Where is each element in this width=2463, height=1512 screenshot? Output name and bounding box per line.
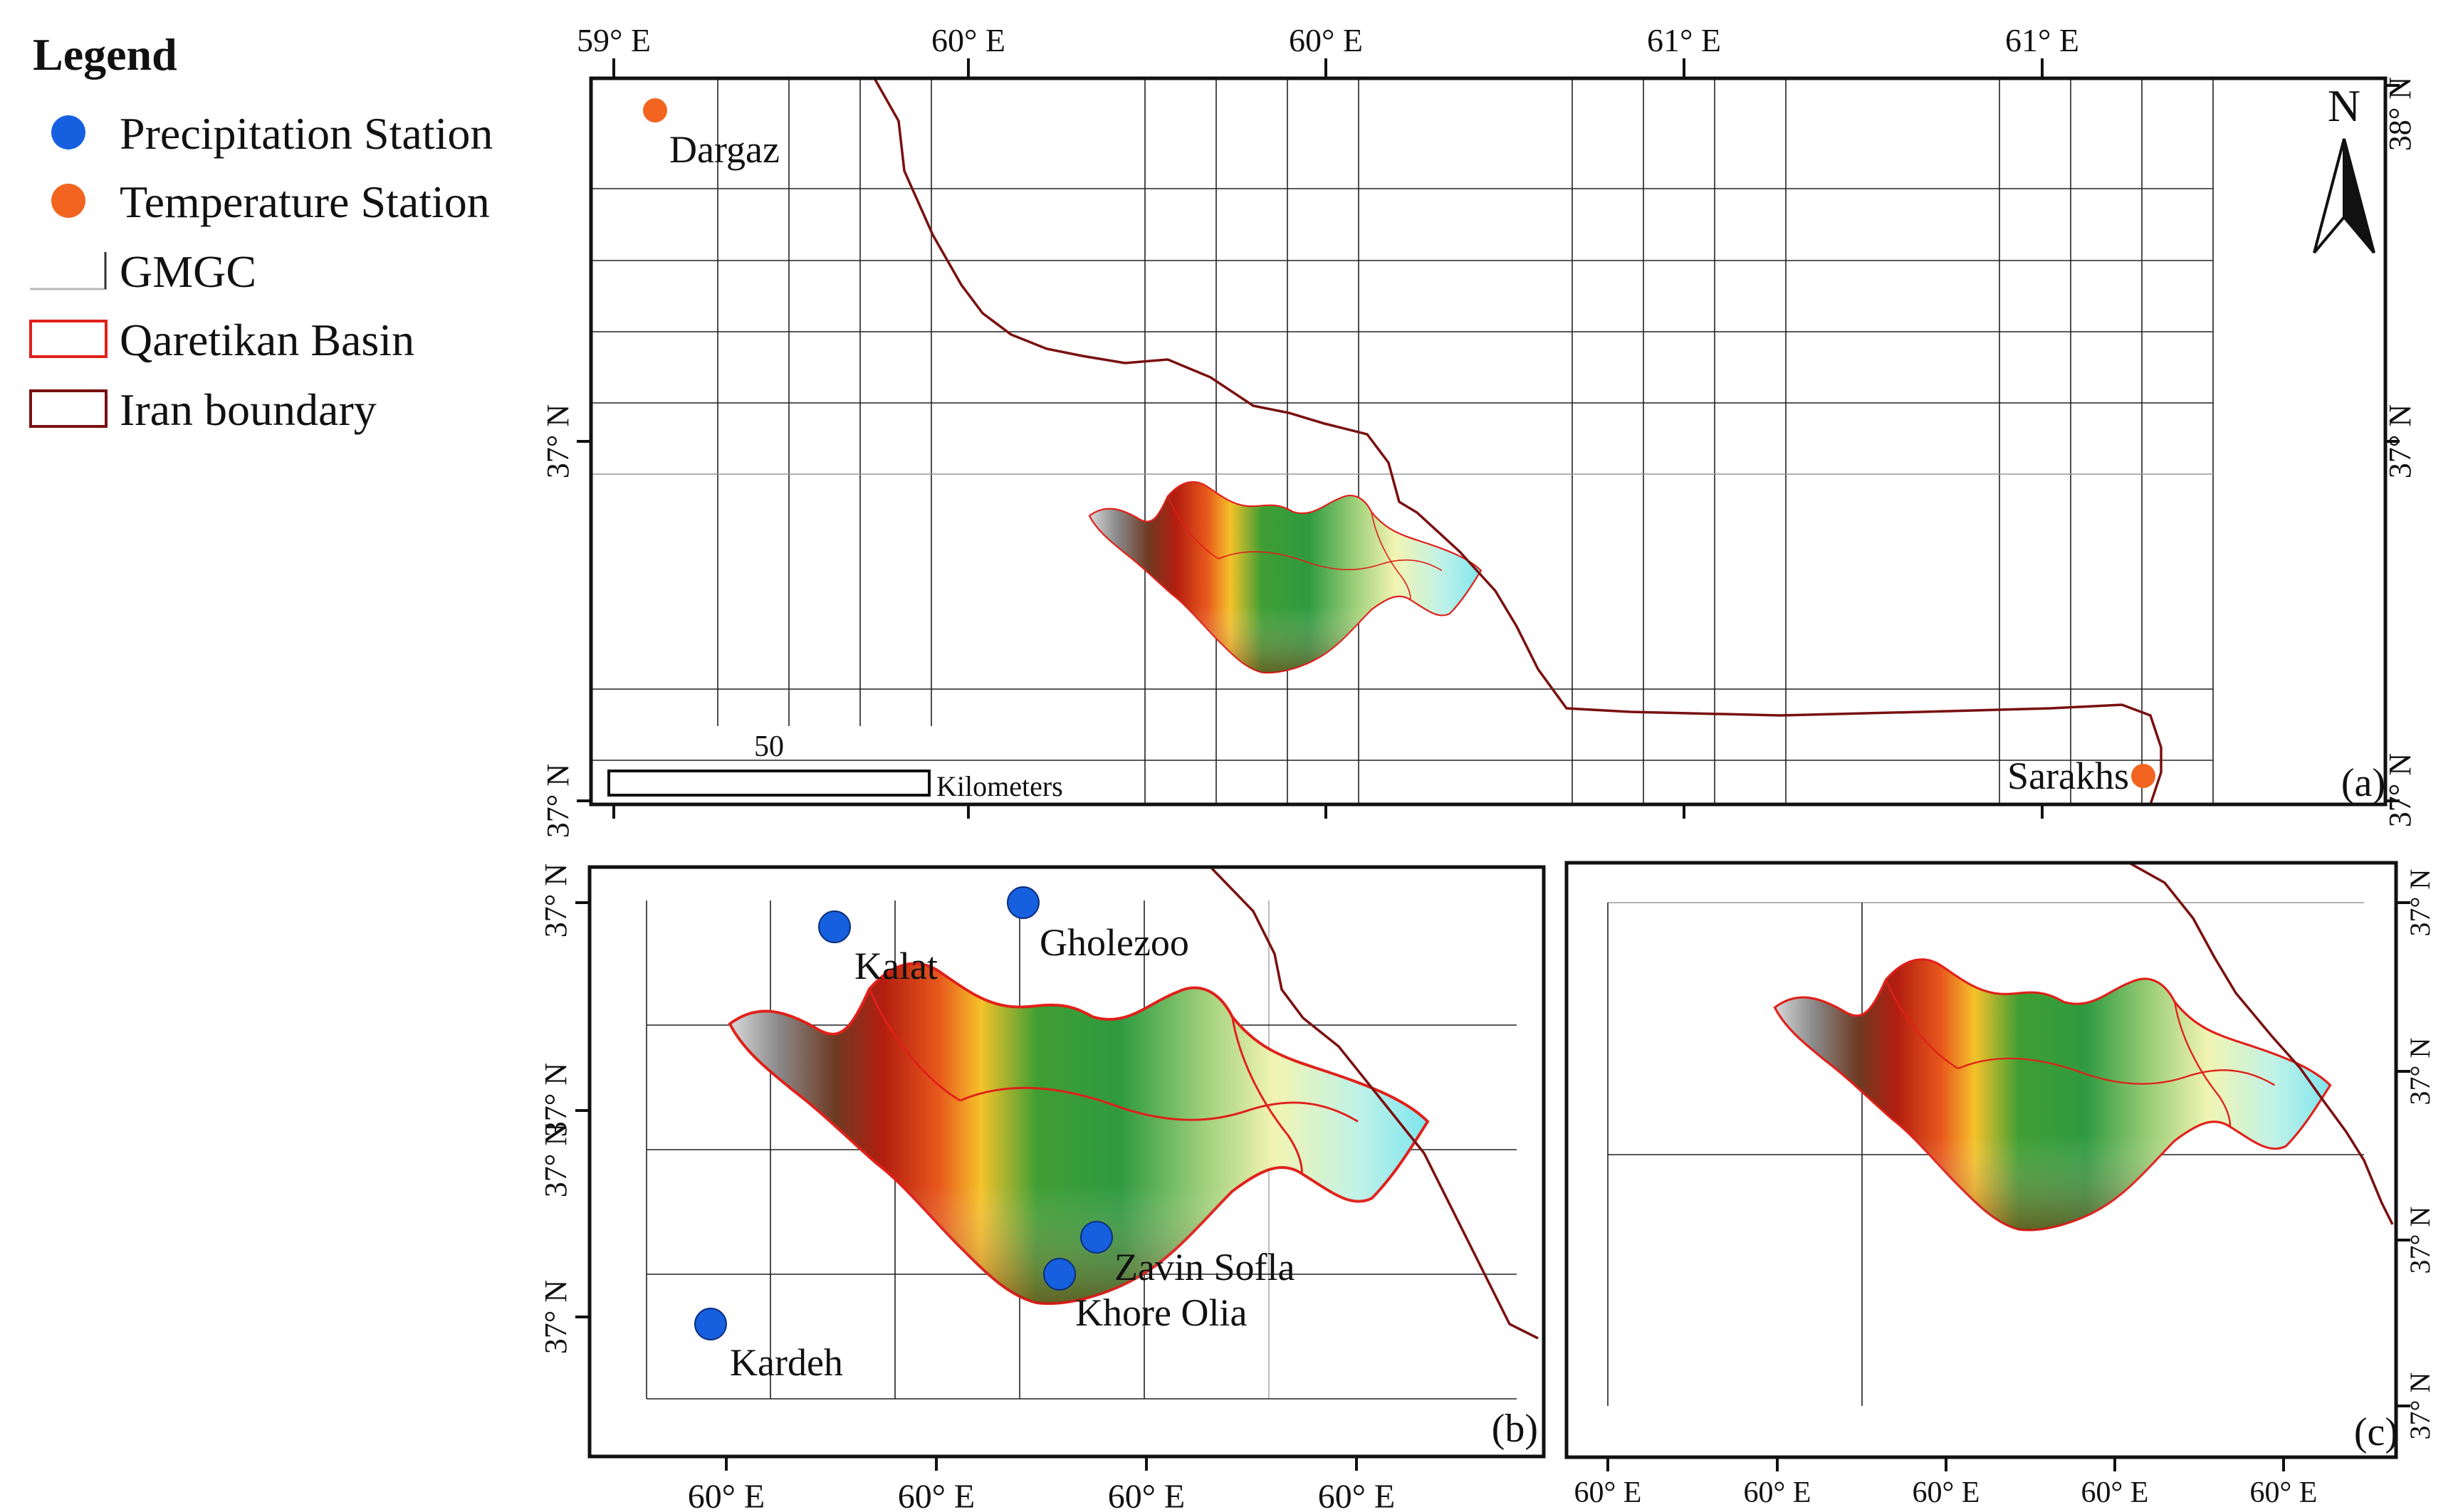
orange-dot-icon bbox=[51, 184, 85, 218]
right-tick: 37° N bbox=[2383, 753, 2417, 827]
panel-a-iran-boundary bbox=[873, 78, 2163, 805]
panel-b-iran-boundary bbox=[1209, 866, 1539, 1340]
station-gholezoo-label: Gholezoo bbox=[1040, 921, 1189, 964]
left-tick: 37° N bbox=[538, 1123, 573, 1197]
panel-a-left-ticks: 37° N 37° N bbox=[540, 404, 575, 838]
legend-item-temperature-station: Temperature Station bbox=[28, 174, 541, 231]
panel-c-frame bbox=[1564, 861, 2398, 1459]
panel-a-basin bbox=[1088, 481, 1482, 674]
panel-a: 59° E 60° E 60° E 61° E 61° E 37° N 37° … bbox=[540, 22, 2417, 838]
north-arrow-icon bbox=[2313, 138, 2346, 254]
left-tick: 37° N bbox=[538, 1063, 573, 1137]
map-legend: Legend Precipitation Station Temperature… bbox=[28, 21, 541, 448]
bottom-tick: 60° E bbox=[1744, 1476, 1811, 1509]
bottom-tick: 60° E bbox=[2250, 1476, 2318, 1509]
station-kardeh-marker bbox=[694, 1308, 727, 1340]
left-tick: 37° N bbox=[538, 863, 573, 938]
station-dargaz-marker bbox=[643, 98, 667, 122]
legend-item-precipitation-station: Precipitation Station bbox=[28, 105, 541, 162]
right-tick: 38° N bbox=[2383, 77, 2417, 151]
station-kalat-label: Kalat bbox=[854, 945, 938, 987]
right-tick: 37° N bbox=[2404, 869, 2436, 937]
north-arrow: N bbox=[2313, 80, 2375, 254]
legend-label: GMGC bbox=[120, 246, 257, 297]
panel-a-grid bbox=[591, 78, 2214, 804]
right-tick: 37° N bbox=[2404, 1207, 2436, 1274]
panel-c-right-ticks: 37° N 37° N 37° N 37° N bbox=[2404, 869, 2436, 1440]
panel-a-right-ticks: 38° N 37° N 37° N bbox=[2383, 77, 2417, 827]
panel-c-label: (c) bbox=[2354, 1410, 2398, 1454]
legend-label: Temperature Station bbox=[120, 177, 490, 227]
bottom-tick: 60° E bbox=[1574, 1476, 1642, 1509]
left-tick: 37° N bbox=[538, 1280, 573, 1354]
north-label: N bbox=[2328, 80, 2360, 131]
legend-label: Qaretikan Basin bbox=[120, 315, 415, 365]
legend-label: Iran boundary bbox=[120, 384, 377, 435]
right-tick: 37° N bbox=[2404, 1038, 2436, 1106]
bottom-tick: 60° E bbox=[2081, 1476, 2149, 1509]
panel-b: 37° N 37° N 37° N 37° N 60° E 60° E 60° … bbox=[538, 863, 1546, 1512]
legend-item-iran-boundary: Iran boundary bbox=[28, 382, 541, 439]
station-khore-olia-label: Khore Olia bbox=[1075, 1291, 1247, 1334]
station-khore-olia-marker bbox=[1043, 1258, 1076, 1291]
station-sarakhs-marker bbox=[2131, 764, 2155, 788]
top-tick: 59° E bbox=[577, 22, 651, 58]
bottom-tick: 60° E bbox=[688, 1478, 765, 1512]
station-sarakhs-label: Sarakhs bbox=[2007, 755, 2129, 797]
station-kalat-marker bbox=[818, 910, 851, 943]
top-tick: 60° E bbox=[1289, 22, 1363, 58]
legend-label: Precipitation Station bbox=[120, 108, 493, 159]
grid-line-icon bbox=[30, 252, 107, 290]
blue-dot-icon bbox=[51, 115, 85, 149]
panel-a-label: (a) bbox=[2341, 761, 2385, 805]
top-tick: 61° E bbox=[2005, 22, 2079, 58]
scale-value: 50 bbox=[754, 730, 784, 763]
scale-unit: Kilometers bbox=[936, 770, 1063, 802]
bottom-tick: 60° E bbox=[898, 1478, 976, 1512]
legend-item-gmgc: GMGC bbox=[28, 243, 541, 300]
panel-b-left-ticks: 37° N 37° N 37° N 37° N bbox=[538, 863, 573, 1354]
left-tick: 37° N bbox=[540, 404, 575, 478]
darkred-outline-box-icon bbox=[29, 389, 108, 428]
panel-b-label: (b) bbox=[1492, 1407, 1538, 1451]
panel-c-bottom-ticks: 60° E 60° E 60° E 60° E 60° E bbox=[1574, 1476, 2318, 1509]
station-gholezoo-marker bbox=[1007, 886, 1040, 919]
bottom-tick: 60° E bbox=[1913, 1476, 1980, 1509]
left-tick: 37° N bbox=[540, 764, 575, 838]
bottom-tick: 60° E bbox=[1318, 1478, 1396, 1512]
panel-b-bottom-ticks: 60° E 60° E 60° E 60° E bbox=[688, 1478, 1396, 1512]
legend-item-qaretikan-basin: Qaretikan Basin bbox=[28, 312, 541, 369]
station-kardeh-label: Kardeh bbox=[730, 1341, 843, 1384]
legend-title: Legend bbox=[33, 29, 177, 80]
right-tick: 37° N bbox=[2383, 404, 2417, 478]
right-tick: 37° N bbox=[2404, 1372, 2436, 1440]
panel-a-top-ticks: 59° E 60° E 60° E 61° E 61° E bbox=[577, 22, 2079, 58]
bottom-tick: 60° E bbox=[1108, 1478, 1186, 1512]
station-zavin-sofla-marker bbox=[1080, 1221, 1113, 1254]
panel-b-basin bbox=[730, 964, 1428, 1304]
panel-c-iran-boundary bbox=[2128, 861, 2394, 1225]
scale-bar: 50 Kilometers bbox=[607, 730, 1063, 802]
panel-c: 37° N 37° N 37° N 37° N 60° E 60° E 60° … bbox=[1564, 861, 2436, 1509]
panel-b-frame bbox=[587, 865, 1546, 1459]
panel-c-basin bbox=[1773, 958, 2332, 1232]
top-tick: 61° E bbox=[1647, 22, 1721, 58]
red-outline-box-icon bbox=[29, 320, 108, 358]
top-tick: 60° E bbox=[931, 22, 1005, 58]
station-zavin-sofla-label: Zavin Sofla bbox=[1114, 1246, 1295, 1288]
station-dargaz-label: Dargaz bbox=[669, 128, 780, 171]
